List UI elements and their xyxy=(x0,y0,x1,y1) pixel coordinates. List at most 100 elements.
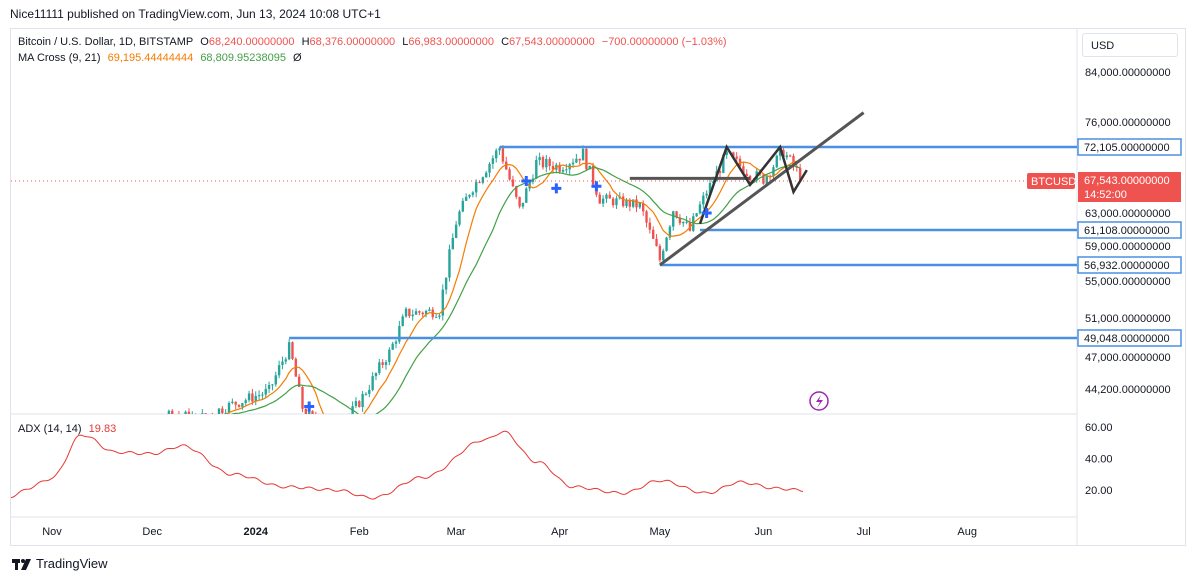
level-price-tag xyxy=(1077,256,1182,274)
candle-body xyxy=(254,395,257,402)
candle-body xyxy=(668,226,672,238)
zigzag-pattern xyxy=(698,144,808,225)
candle-body xyxy=(171,410,174,414)
candle-body xyxy=(418,311,421,313)
time-tick-label: May xyxy=(649,526,670,538)
candle-body xyxy=(131,461,133,462)
candle-body xyxy=(118,467,120,472)
level-price-tag xyxy=(1077,138,1182,156)
candle-body xyxy=(521,202,525,207)
candle-body xyxy=(274,375,277,385)
candle-body xyxy=(208,414,210,415)
candle-body xyxy=(708,183,712,194)
publisher-line: Nice11111 published on TradingView.com, … xyxy=(10,7,381,21)
candle-body xyxy=(735,156,738,159)
candle-body xyxy=(374,373,378,377)
adx-line xyxy=(10,430,804,500)
candle-body xyxy=(144,454,146,455)
ma-cross-marker xyxy=(521,176,532,186)
candle-body xyxy=(187,411,191,414)
events-bolt-icon xyxy=(809,391,829,411)
candle-body xyxy=(601,198,605,204)
candle-body xyxy=(732,152,735,157)
level-price-label: 72,105.00000000 xyxy=(1084,142,1170,154)
candle-body xyxy=(284,359,287,362)
ma-cross-marker xyxy=(701,208,712,218)
candle-body xyxy=(214,416,216,417)
candle-body xyxy=(227,402,231,413)
candle-body xyxy=(561,169,565,172)
candle-body xyxy=(575,158,578,163)
chart-frame xyxy=(10,28,1186,546)
time-tick-label: Nov xyxy=(42,526,62,538)
price-tick-label: 47,000.00000000 xyxy=(1085,352,1171,364)
candle-body xyxy=(631,199,635,207)
candle-body xyxy=(662,250,665,261)
candle-body xyxy=(571,162,575,165)
candle-body xyxy=(307,411,311,414)
candle-body xyxy=(391,343,394,350)
candle-body xyxy=(725,151,728,156)
candle-body xyxy=(464,196,468,201)
candle-body xyxy=(311,411,314,414)
candle-body xyxy=(788,155,792,157)
candle-body xyxy=(628,199,632,207)
candle-body xyxy=(101,471,103,472)
candle-body xyxy=(345,421,347,429)
candle-body xyxy=(328,438,330,439)
candle-body xyxy=(154,436,156,453)
candle-body xyxy=(191,416,193,421)
high-value: H68,376.00000000 xyxy=(302,36,396,48)
high-number: 68,376.00000000 xyxy=(309,36,396,48)
candle-body xyxy=(335,432,337,435)
candle-body xyxy=(461,200,465,212)
candle-body xyxy=(742,166,745,174)
ma-cross-marker xyxy=(551,183,562,194)
candle-body xyxy=(428,309,431,311)
candle-body xyxy=(458,211,461,225)
level-price-label: 61,108.00000000 xyxy=(1084,225,1170,237)
candle-body xyxy=(665,237,668,251)
price-tick-label: 55,000.00000000 xyxy=(1085,276,1171,288)
candle-body xyxy=(688,221,692,231)
high-label: H xyxy=(301,36,310,48)
candle-body xyxy=(111,464,113,469)
candle-body xyxy=(548,158,551,166)
candle-body xyxy=(441,289,444,316)
ascending-trendline xyxy=(658,111,865,267)
ma-slow-value: 68,809.95238095 xyxy=(200,52,286,64)
candle-body xyxy=(488,163,491,173)
ma-cross-marker xyxy=(304,401,315,412)
candle-body xyxy=(408,308,411,317)
candle-body xyxy=(635,199,638,208)
candle-body xyxy=(448,249,451,278)
candle-body xyxy=(271,384,274,386)
level-price-tag xyxy=(1077,329,1182,347)
candle-body xyxy=(538,157,541,161)
last-price-label: 67,543.00000000 xyxy=(1084,175,1170,187)
candle-body xyxy=(672,211,675,227)
candle-body xyxy=(178,415,180,416)
candle-body xyxy=(705,193,708,196)
adx-tick-label: 40.00 xyxy=(1085,454,1113,466)
candle-body xyxy=(381,362,384,365)
candle-body xyxy=(652,229,655,239)
candle-body xyxy=(161,428,163,429)
symbol-title: Bitcoin / U.S. Dollar, 1D, BITSTAMP xyxy=(18,36,194,48)
candle-body xyxy=(621,196,625,207)
candle-body xyxy=(485,172,488,178)
candle-body xyxy=(511,179,515,187)
candles-group xyxy=(94,145,802,472)
symbol-tag-label: BTCUSD xyxy=(1031,176,1076,188)
candle-body xyxy=(217,408,221,414)
candle-body xyxy=(394,341,398,344)
candle-body xyxy=(421,312,424,315)
candle-body xyxy=(94,466,96,472)
candle-body xyxy=(451,237,454,250)
level-price-label: 56,932.00000000 xyxy=(1084,260,1170,272)
adx-value: 19.83 xyxy=(88,423,117,435)
currency-selector[interactable]: USD xyxy=(1082,33,1178,57)
candle-body xyxy=(301,386,304,409)
candle-body xyxy=(645,211,648,223)
adx-legend: ADX (14, 14) 19.83 xyxy=(18,423,120,435)
